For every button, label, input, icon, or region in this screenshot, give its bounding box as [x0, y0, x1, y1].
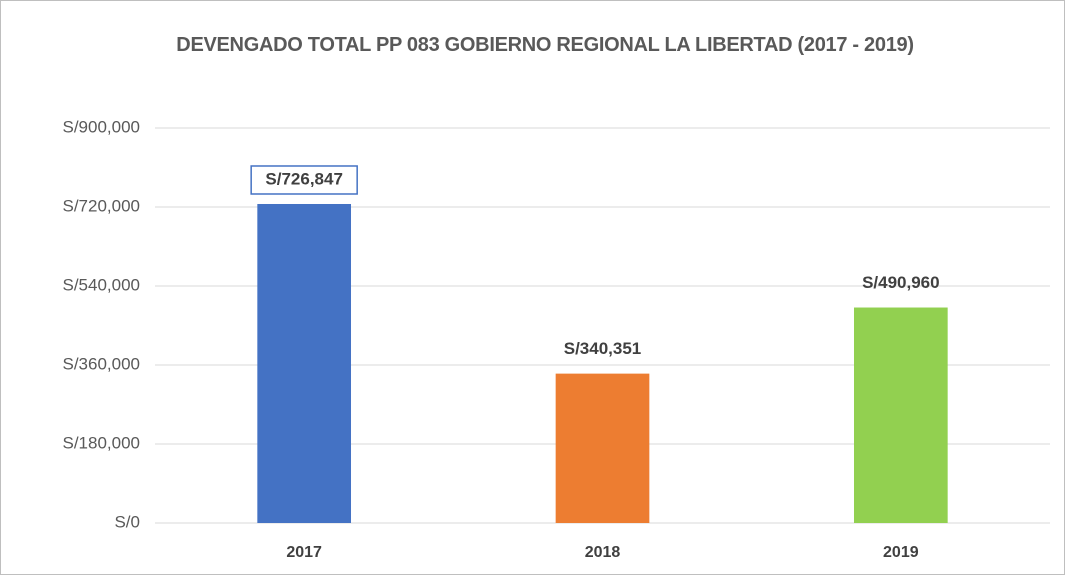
- x-tick-label: 2019: [883, 544, 919, 561]
- bar: [853, 307, 948, 523]
- bar: [555, 373, 650, 523]
- bar: [257, 203, 352, 523]
- data-label: S/340,351: [564, 339, 642, 358]
- data-label-box: [250, 165, 358, 195]
- y-tick-label: S/0: [114, 512, 140, 531]
- y-tick-label: S/360,000: [62, 354, 140, 373]
- y-tick-label: S/900,000: [62, 117, 140, 136]
- y-tick-label: S/720,000: [62, 196, 140, 215]
- x-tick-label: 2018: [585, 544, 621, 561]
- y-tick-label: S/180,000: [62, 433, 140, 452]
- y-tick-label: S/540,000: [62, 275, 140, 294]
- data-label: S/490,960: [862, 273, 940, 292]
- x-tick-label: 2017: [286, 544, 322, 561]
- chart-title: DEVENGADO TOTAL PP 083 GOBIERNO REGIONAL…: [176, 34, 914, 56]
- data-label: S/726,847: [265, 169, 343, 188]
